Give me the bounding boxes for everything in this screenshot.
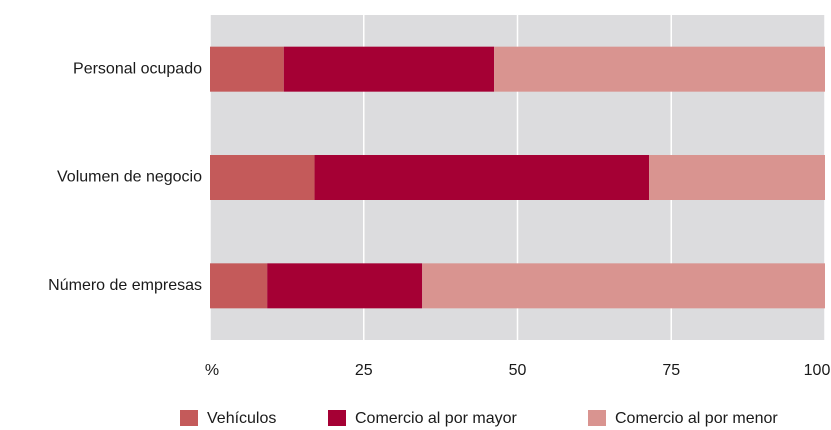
legend-label: Comercio al por menor xyxy=(615,410,778,427)
legend-label: Comercio al por mayor xyxy=(355,410,518,427)
bar xyxy=(267,263,423,309)
legend-swatch xyxy=(328,410,346,426)
x-tick-label: 25 xyxy=(355,362,373,379)
x-tick-label: 100 xyxy=(804,362,831,379)
y-tick-label: Número de empresas xyxy=(48,277,202,294)
x-tick-label: % xyxy=(205,362,219,379)
legend-swatch xyxy=(180,410,198,426)
y-tick-label: Personal ocupado xyxy=(73,60,202,77)
bar xyxy=(210,46,284,92)
bar xyxy=(314,155,650,200)
x-tick-label: 75 xyxy=(662,362,680,379)
bar xyxy=(422,263,825,309)
x-tick-label: 50 xyxy=(509,362,527,379)
bar xyxy=(494,46,825,92)
y-tick-label: Volumen de negocio xyxy=(57,169,202,186)
bar xyxy=(210,263,268,309)
bar xyxy=(649,155,825,200)
bar xyxy=(283,46,495,92)
bar xyxy=(210,155,315,200)
legend-swatch xyxy=(588,410,606,426)
legend-label: Vehículos xyxy=(207,410,276,427)
